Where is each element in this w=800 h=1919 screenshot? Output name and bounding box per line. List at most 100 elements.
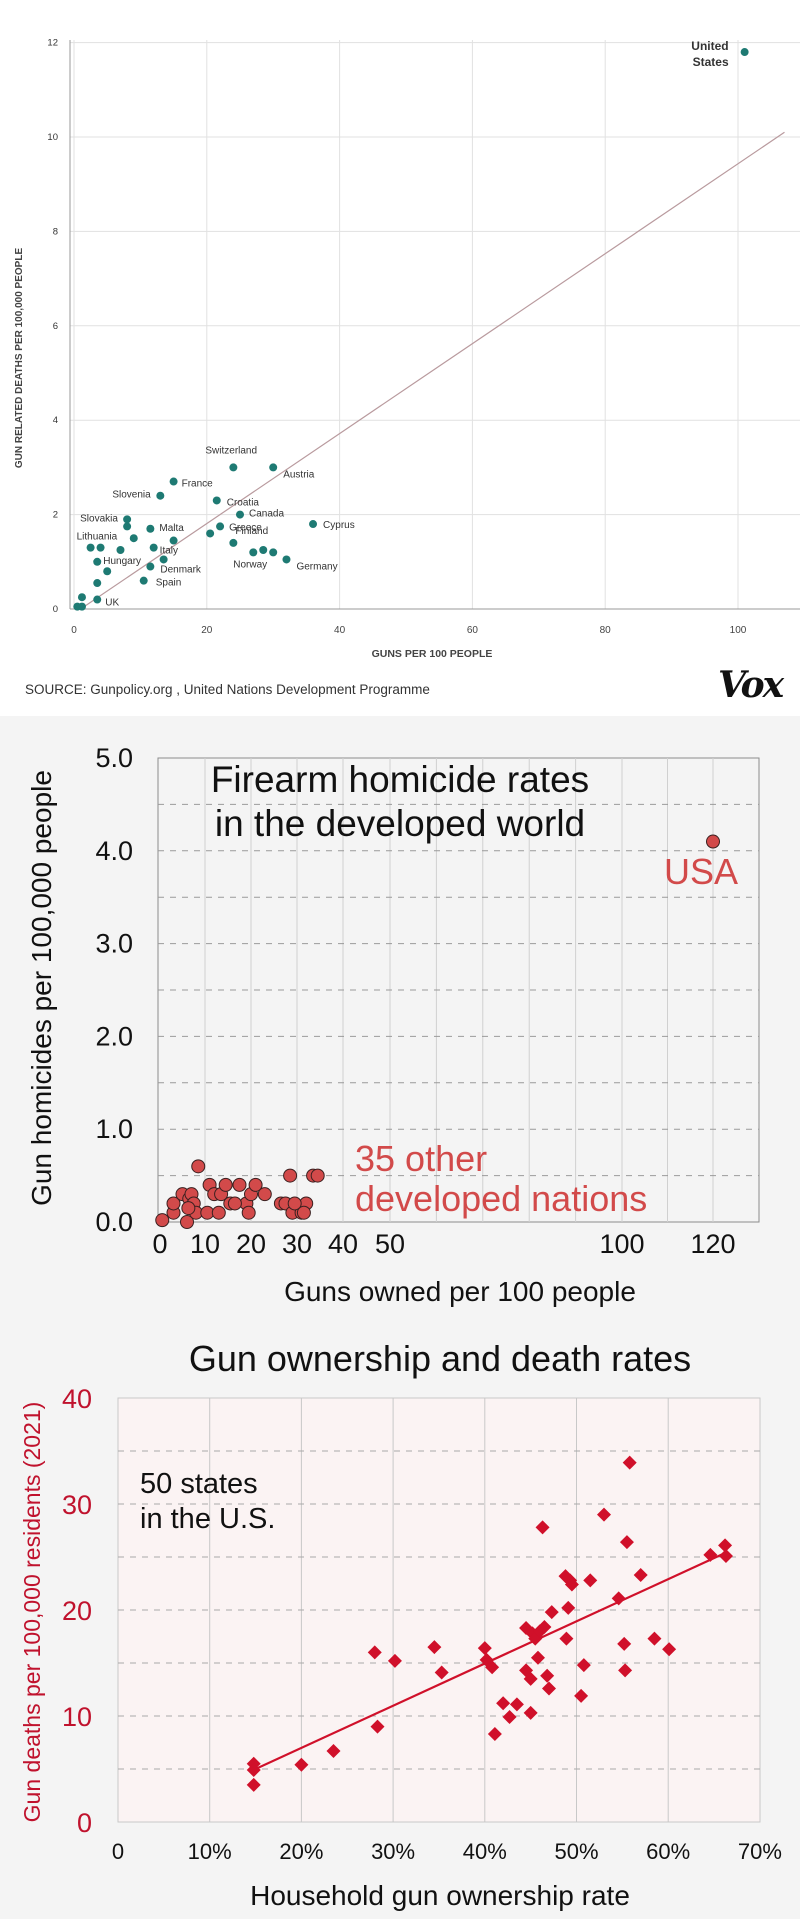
x-tick-label: 100	[599, 1229, 644, 1259]
data-point	[485, 1660, 500, 1675]
x-tick-label: 0	[112, 1839, 124, 1864]
point-label: Austria	[283, 469, 315, 480]
data-point	[77, 602, 86, 611]
y-tick-label: 12	[47, 38, 58, 49]
point-label: Italy	[160, 546, 178, 557]
data-point	[249, 548, 258, 557]
y-tick-label: 2	[53, 510, 58, 521]
data-point	[248, 1177, 263, 1192]
y-tick-label: 0	[53, 604, 58, 615]
x-tick-label: 20	[201, 625, 213, 636]
data-point	[229, 463, 238, 472]
point-label: Lithuania	[77, 532, 118, 543]
data-point	[367, 1645, 382, 1660]
data-point	[155, 1213, 170, 1228]
data-point	[561, 1600, 576, 1615]
data-point	[212, 496, 221, 505]
point-label: Denmark	[160, 565, 202, 576]
data-point	[434, 1665, 449, 1680]
data-point	[519, 1621, 534, 1636]
y-axis-label: Gun deaths per 100,000 residents (2021)	[19, 1402, 45, 1823]
y-tick-label: 8	[53, 226, 58, 237]
point-label: Spain	[156, 578, 182, 589]
x-tick-label: 60%	[646, 1839, 690, 1864]
data-point	[523, 1671, 538, 1686]
x-tick-label: 10	[190, 1229, 220, 1259]
chart-title: in the developed world	[215, 803, 585, 844]
x-tick-label: 80	[600, 625, 612, 636]
data-point	[496, 1696, 511, 1711]
data-point	[541, 1681, 556, 1696]
data-point	[129, 534, 138, 543]
y-tick-label: 0.0	[95, 1207, 133, 1237]
data-point	[241, 1205, 256, 1220]
data-point	[282, 555, 291, 564]
data-point	[309, 520, 318, 529]
source-note: SOURCE: Gunpolicy.org , United Nations D…	[25, 682, 430, 697]
data-point	[647, 1631, 662, 1646]
chart-title: Gun ownership and death rates	[189, 1338, 691, 1379]
gun-ownership-death-scatter-chart: 0 10 20 30 40 0 10% 20% 30% 40% 50% 60% 70% Gun owner…	[19, 1338, 782, 1911]
data-point	[218, 1177, 233, 1192]
y-tick-label: 2.0	[95, 1021, 133, 1051]
data-point	[103, 567, 112, 576]
data-point	[519, 1663, 534, 1678]
x-tick-label: 0	[71, 625, 77, 636]
y-tick-label: 4.0	[95, 836, 133, 866]
data-point	[159, 555, 168, 564]
data-point	[180, 1215, 194, 1229]
x-tick-label: 50%	[554, 1839, 598, 1864]
point-label: Germany	[296, 561, 337, 572]
x-tick-label: 40	[334, 625, 346, 636]
data-point	[229, 538, 238, 547]
data-point	[206, 529, 215, 538]
data-point	[618, 1663, 633, 1678]
data-point	[326, 1743, 341, 1758]
data-point	[706, 834, 720, 849]
x-axis-label: Guns owned per 100 people	[284, 1276, 636, 1307]
data-point	[559, 1631, 574, 1646]
y-axis-label: GUN RELATED DEATHS PER 100,000 PEOPLE	[14, 248, 25, 469]
x-tick-label: 60	[467, 625, 479, 636]
data-point	[257, 1187, 272, 1202]
data-point	[523, 1705, 538, 1720]
vox-logo: Vox	[718, 664, 784, 706]
y-tick-label: 0	[77, 1808, 92, 1838]
y-tick-label: 40	[62, 1384, 92, 1414]
data-point	[166, 1196, 181, 1211]
vox-chart-panel: 0 2 4 6 8 10 12 0 20 40 60 80 100 United States Switzer…	[0, 0, 800, 716]
data-point	[77, 593, 86, 602]
x-axis-label: GUNS PER 100 PEOPLE	[372, 648, 493, 660]
data-point	[544, 1605, 559, 1620]
data-point	[294, 1757, 309, 1772]
data-point	[269, 463, 278, 472]
data-point	[622, 1455, 637, 1470]
data-point	[633, 1568, 648, 1583]
data-point	[181, 1201, 196, 1216]
point-label: Malta	[159, 523, 184, 534]
data-point	[509, 1697, 524, 1712]
data-point	[149, 543, 158, 552]
data-point	[370, 1719, 385, 1734]
point-label: Greece	[229, 522, 262, 533]
x-tick-label: 40%	[463, 1839, 507, 1864]
trend-line	[80, 131, 785, 610]
plot-area	[117, 1397, 761, 1823]
data-point	[617, 1636, 632, 1651]
data-point	[540, 1668, 555, 1683]
y-tick-label: 20	[62, 1596, 92, 1626]
data-point	[310, 1168, 325, 1183]
x-tick-label: 30%	[371, 1839, 415, 1864]
data-point	[246, 1777, 261, 1792]
data-point	[718, 1548, 733, 1563]
data-point	[287, 1196, 302, 1211]
data-point	[502, 1710, 517, 1725]
data-point	[211, 1205, 226, 1220]
data-point	[703, 1547, 718, 1562]
point-label: States	[693, 55, 729, 69]
data-point	[718, 1538, 733, 1553]
data-point	[123, 522, 132, 531]
y-tick-label: 3.0	[95, 929, 133, 959]
point-label: Finland	[235, 526, 268, 537]
x-tick-label: 0	[152, 1229, 167, 1259]
